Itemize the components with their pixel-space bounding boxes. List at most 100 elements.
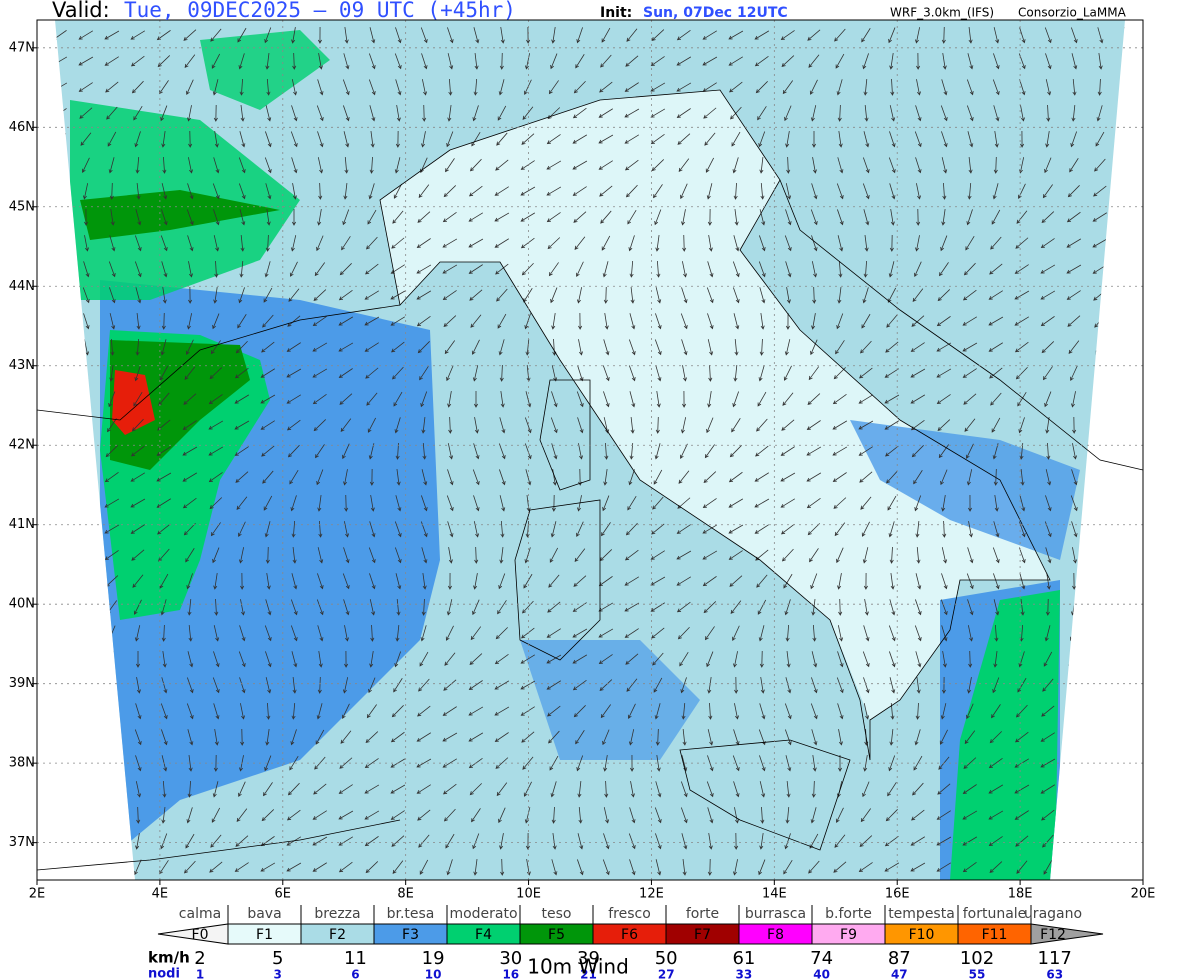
wind-arrow [161, 624, 166, 642]
wind-arrow [499, 833, 504, 850]
wind-arrow [521, 627, 535, 639]
wind-arrow [523, 79, 532, 96]
wind-arrow [369, 599, 376, 616]
wind-arrow [1071, 105, 1076, 122]
wind-arrow [186, 677, 194, 694]
wind-arrow [811, 651, 818, 668]
wind-arrow [859, 471, 873, 483]
wind-arrow [186, 209, 194, 226]
wind-arrow [1098, 546, 1103, 564]
wind-arrow [785, 183, 792, 200]
wind-arrow [914, 261, 922, 278]
wind-arrow [1118, 653, 1125, 665]
wind-arrow [235, 835, 249, 847]
wind-arrow [495, 159, 509, 171]
wind-arrow [161, 729, 168, 746]
wind-arrow [993, 651, 998, 668]
wind-arrow [785, 261, 792, 278]
wind-arrow [261, 341, 275, 353]
wind-arrow [264, 521, 271, 538]
wind-arrow [1094, 158, 1106, 172]
wind-arrow [733, 859, 738, 876]
wind-arrow [988, 784, 1004, 794]
wind-arrow [629, 313, 636, 330]
wind-arrow [680, 313, 688, 330]
wind-arrow [1097, 859, 1102, 876]
wind-arrow [494, 732, 509, 742]
wind-arrow [785, 806, 790, 824]
wind-arrow [344, 650, 349, 668]
wind-arrow [627, 703, 636, 719]
wind-arrow [369, 156, 374, 174]
wind-arrow [471, 339, 480, 355]
wind-arrow [838, 131, 843, 148]
wind-arrow [655, 235, 660, 252]
wind-arrow [835, 807, 844, 823]
wind-arrow [446, 599, 453, 616]
wind-arrow [109, 781, 116, 798]
wind-arrow [286, 419, 301, 431]
wind-arrow [442, 290, 457, 301]
knots-value: 1 [196, 968, 204, 980]
sea-f5 [110, 340, 250, 470]
wind-arrow [913, 470, 923, 485]
wind-arrow [630, 417, 635, 434]
wind-arrow [494, 653, 509, 665]
wind-arrow [861, 521, 870, 537]
wind-arrow [446, 859, 453, 876]
wind-arrow [1041, 809, 1055, 821]
wind-arrow [263, 495, 273, 511]
wind-arrow [261, 809, 275, 822]
wind-arrow [548, 80, 559, 95]
wind-arrow [549, 547, 559, 563]
wind-arrow [366, 236, 378, 250]
wind-arrow [650, 134, 665, 145]
wind-arrow [136, 183, 141, 200]
wind-arrow [442, 212, 457, 223]
wind-arrow [524, 547, 531, 564]
wind-arrow [1043, 859, 1053, 875]
wind-arrow [235, 471, 249, 483]
wind-arrow [625, 653, 639, 665]
wind-arrow [212, 677, 220, 694]
wind-arrow [728, 524, 744, 534]
wind-arrow [266, 78, 271, 96]
wind-arrow [780, 472, 796, 482]
x-tick-label: 2E [29, 887, 46, 902]
wind-arrow [994, 495, 999, 512]
wind-arrow [444, 652, 456, 666]
wind-arrow [468, 238, 484, 248]
wind-arrow [525, 338, 530, 356]
wind-arrow [757, 599, 767, 615]
wind-arrow [161, 807, 166, 824]
wind-arrow [416, 784, 431, 794]
wind-arrow [863, 209, 870, 226]
wind-arrow [988, 290, 1003, 300]
wind-arrow [600, 210, 612, 224]
wind-arrow [862, 53, 869, 70]
wind-arrow [729, 575, 743, 587]
wind-arrow [1020, 599, 1025, 616]
wind-arrow [495, 757, 509, 769]
wind-arrow [341, 236, 351, 251]
wind-arrow [966, 105, 974, 122]
wind-arrow [941, 625, 948, 642]
wind-arrow [781, 419, 795, 431]
wind-arrow [265, 53, 270, 70]
wind-arrow [676, 576, 692, 586]
wind-arrow [364, 784, 380, 794]
wind-arrow [629, 260, 634, 278]
wind-arrow [574, 548, 586, 563]
wind-arrow [187, 235, 194, 252]
wind-arrow [494, 238, 509, 248]
wind-arrow [832, 420, 848, 430]
wind-arrow [390, 316, 406, 326]
wind-arrow [702, 576, 717, 587]
wind-arrow [472, 105, 479, 122]
wind-arrow [706, 417, 714, 434]
wind-arrow [786, 651, 791, 668]
wind-arrow [990, 392, 1002, 406]
wind-arrow [810, 209, 818, 226]
wind-arrow [342, 443, 350, 460]
wind-arrow [79, 471, 93, 483]
